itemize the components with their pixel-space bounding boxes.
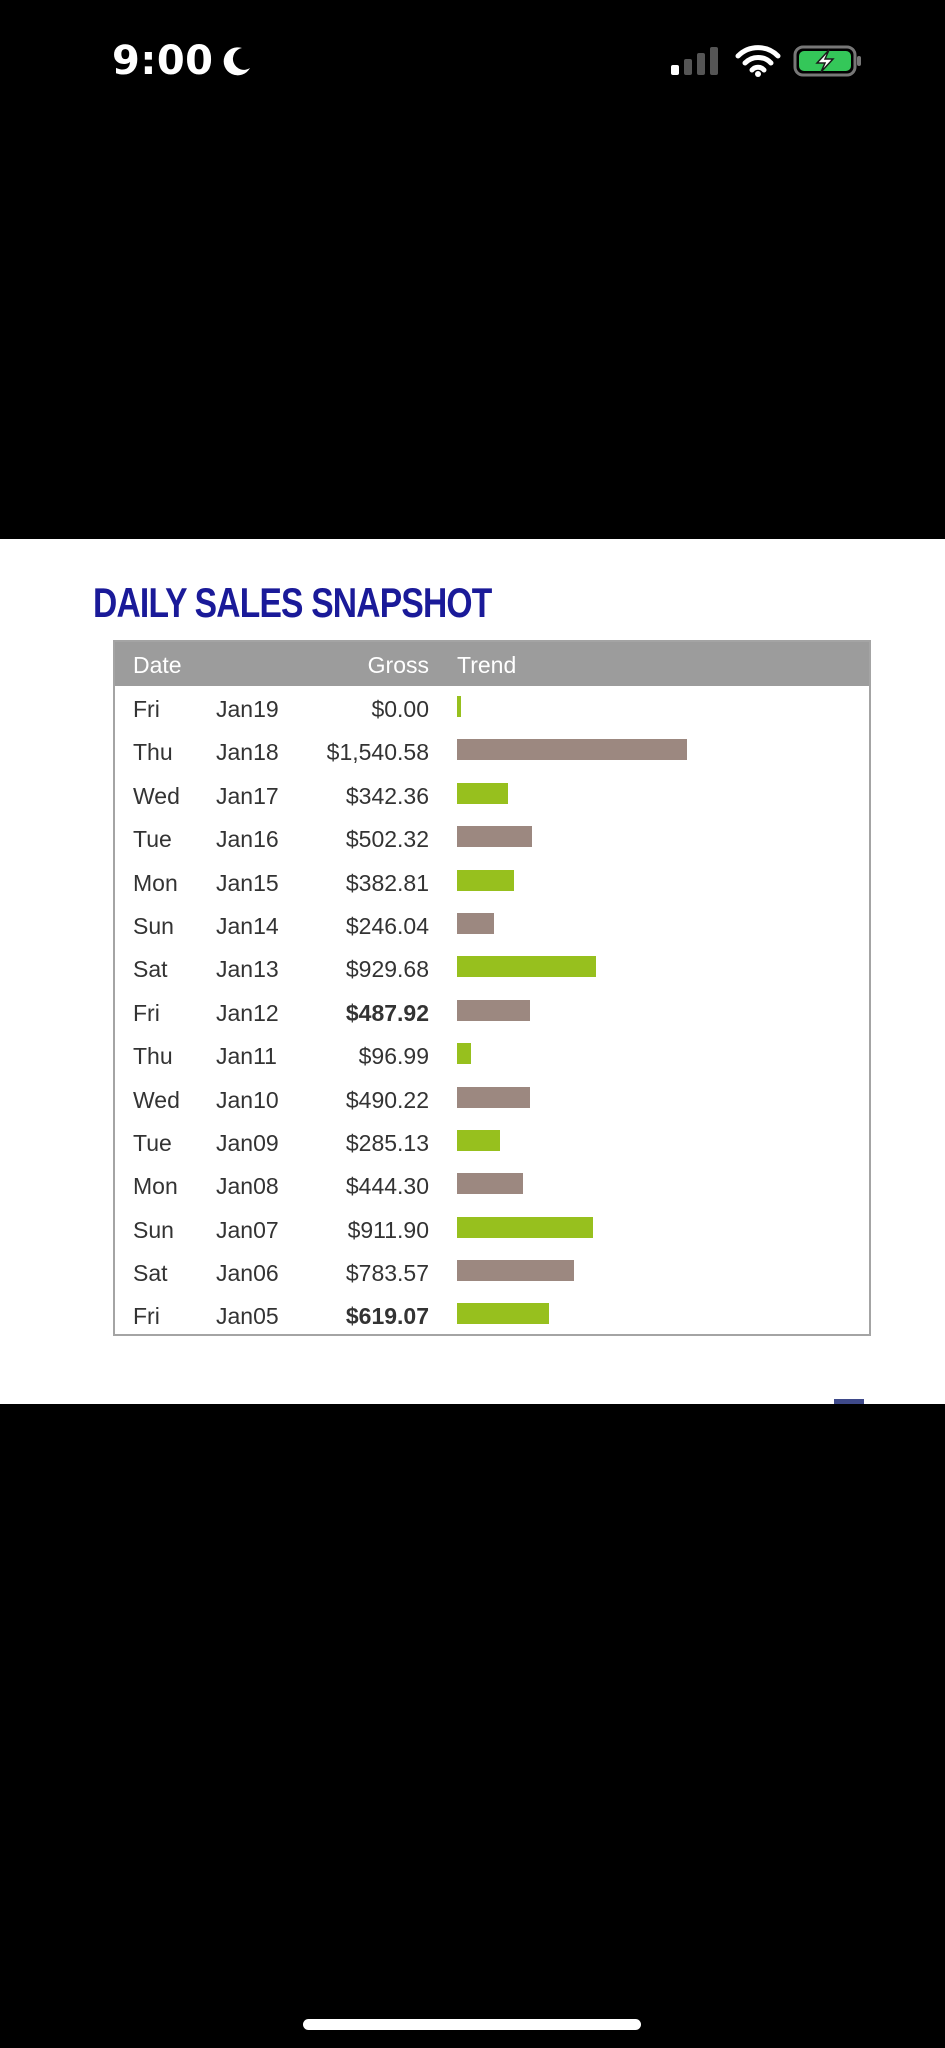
row-gross: $246.04 bbox=[345, 912, 429, 939]
row-day: Sat bbox=[133, 1260, 168, 1287]
header-date: Date bbox=[133, 652, 182, 678]
row-day: Mon bbox=[133, 869, 178, 896]
table-row: Fri Jan05 $619.07 bbox=[115, 1293, 869, 1336]
wifi-icon bbox=[735, 45, 781, 77]
trend-bar bbox=[457, 869, 514, 891]
table-row: Tue Jan09 $285.13 bbox=[115, 1120, 869, 1163]
row-day: Fri bbox=[133, 1303, 160, 1330]
row-date: Jan06 bbox=[216, 1260, 279, 1287]
trend-bar bbox=[457, 1129, 500, 1151]
trend-bar bbox=[457, 956, 596, 978]
table-row: Thu Jan11 $96.99 bbox=[115, 1033, 869, 1076]
row-day: Sat bbox=[133, 956, 168, 983]
trend-bar bbox=[457, 1216, 593, 1238]
status-bar: 9:00 bbox=[0, 0, 945, 130]
table-row: Tue Jan16 $502.32 bbox=[115, 816, 869, 859]
row-day: Tue bbox=[133, 826, 172, 853]
status-icons bbox=[669, 44, 863, 78]
row-gross: $783.57 bbox=[345, 1260, 429, 1287]
row-date: Jan05 bbox=[216, 1303, 279, 1330]
row-gross: $619.07 bbox=[345, 1303, 429, 1330]
trend-bar bbox=[457, 1260, 574, 1282]
row-date: Jan15 bbox=[216, 869, 279, 896]
table-row: Wed Jan10 $490.22 bbox=[115, 1077, 869, 1120]
row-day: Fri bbox=[133, 696, 160, 722]
time-group: 9:00 bbox=[112, 38, 254, 84]
row-date: Jan18 bbox=[216, 739, 279, 766]
row-date: Jan16 bbox=[216, 826, 279, 853]
header-trend: Trend bbox=[457, 652, 517, 678]
row-day: Thu bbox=[133, 739, 173, 766]
signal-icon bbox=[671, 47, 718, 75]
table-row: Mon Jan08 $444.30 bbox=[115, 1163, 869, 1206]
row-day: Wed bbox=[133, 782, 180, 809]
row-day: Sun bbox=[133, 1216, 174, 1243]
row-day: Mon bbox=[133, 1173, 178, 1200]
trend-bar bbox=[457, 826, 532, 848]
trend-bar bbox=[457, 1043, 471, 1065]
row-date: Jan14 bbox=[216, 912, 279, 939]
row-date: Jan17 bbox=[216, 782, 279, 809]
snapshot-title: DAILY SALES SNAPSHOT bbox=[93, 579, 492, 626]
row-date: Jan10 bbox=[216, 1086, 279, 1113]
row-gross: $382.81 bbox=[345, 869, 429, 896]
header-gross: Gross bbox=[367, 652, 429, 678]
row-day: Sun bbox=[133, 912, 174, 939]
row-gross: $487.92 bbox=[345, 999, 429, 1026]
row-gross: $1,540.58 bbox=[326, 739, 429, 766]
trend-bar bbox=[457, 739, 687, 761]
row-date: Jan12 bbox=[216, 999, 279, 1026]
moon-icon bbox=[223, 47, 250, 76]
row-gross: $911.90 bbox=[347, 1216, 429, 1243]
sales-table: Date Gross Trend Fri Jan19 $0.00 Thu Jan18 $1… bbox=[113, 640, 871, 1336]
row-gross: $444.30 bbox=[345, 1173, 429, 1200]
row-date: Jan09 bbox=[216, 1129, 279, 1156]
trend-bar bbox=[457, 999, 530, 1021]
row-date: Jan07 bbox=[216, 1216, 279, 1243]
row-date: Jan13 bbox=[216, 956, 279, 983]
battery-charging-icon bbox=[793, 45, 861, 77]
row-date: Jan19 bbox=[216, 696, 279, 722]
row-gross: $0.00 bbox=[371, 696, 429, 722]
table-row: Sun Jan07 $911.90 bbox=[115, 1207, 869, 1250]
row-gross: $929.68 bbox=[345, 956, 429, 983]
table-row: Wed Jan17 $342.36 bbox=[115, 773, 869, 816]
row-day: Fri bbox=[133, 999, 160, 1026]
table-row: Sat Jan13 $929.68 bbox=[115, 946, 869, 989]
table-row: Sat Jan06 $783.57 bbox=[115, 1250, 869, 1293]
row-day: Wed bbox=[133, 1086, 180, 1113]
sales-snapshot-card: DAILY SALES SNAPSHOT Date Gross Trend Fr… bbox=[0, 539, 945, 1404]
status-time: 9:00 bbox=[112, 38, 214, 84]
row-gross: $96.99 bbox=[358, 1043, 429, 1070]
home-indicator[interactable] bbox=[303, 2019, 641, 2030]
row-gross: $285.13 bbox=[345, 1129, 429, 1156]
trend-bar bbox=[457, 1086, 530, 1108]
table-row: Thu Jan18 $1,540.58 bbox=[115, 729, 869, 772]
row-day: Tue bbox=[133, 1129, 172, 1156]
row-date: Jan11 bbox=[216, 1043, 277, 1070]
row-day: Thu bbox=[133, 1043, 173, 1070]
table-row: Fri Jan19 $0.00 bbox=[115, 686, 869, 729]
row-gross: $342.36 bbox=[345, 782, 429, 809]
edge-mark bbox=[834, 1399, 864, 1404]
trend-bar bbox=[457, 912, 494, 934]
trend-bar bbox=[457, 1303, 549, 1325]
table-header: Date Gross Trend bbox=[115, 642, 869, 686]
row-gross: $502.32 bbox=[345, 826, 429, 853]
table-rows: Fri Jan19 $0.00 Thu Jan18 $1,540.58 Wed Jan17 $3… bbox=[115, 686, 869, 1337]
trend-bar bbox=[457, 696, 461, 717]
table-row: Fri Jan12 $487.92 bbox=[115, 990, 869, 1033]
row-gross: $490.22 bbox=[345, 1086, 429, 1113]
trend-bar bbox=[457, 782, 508, 804]
row-date: Jan08 bbox=[216, 1173, 279, 1200]
table-row: Sun Jan14 $246.04 bbox=[115, 903, 869, 946]
trend-bar bbox=[457, 1173, 523, 1195]
table-row: Mon Jan15 $382.81 bbox=[115, 860, 869, 903]
